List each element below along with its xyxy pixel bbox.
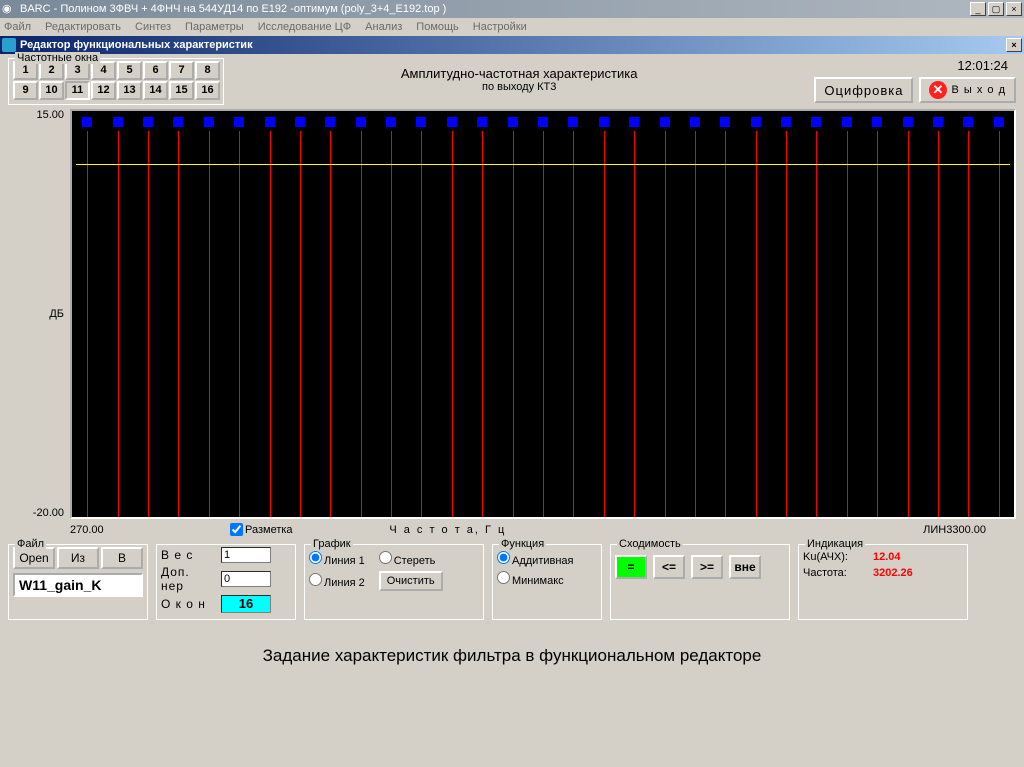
clock: 12:01:24 (957, 58, 1016, 73)
menu-help[interactable]: Помощь (416, 21, 459, 33)
weight-group: В е с Доп. нер О к о н16 (156, 544, 296, 620)
menubar: Файл Редактировать Синтез Параметры Иссл… (0, 18, 1024, 36)
func-group: Функция Аддитивная Минимакс (492, 544, 602, 620)
file-legend: Файл (15, 538, 46, 550)
ge-button[interactable]: >= (691, 555, 723, 579)
minimize-button[interactable]: _ (970, 2, 986, 16)
chart-subtitle: по выходу КТ3 (232, 81, 806, 93)
erase-radio[interactable]: Стереть (379, 551, 436, 567)
ind-group: Индикация Ku(АЧХ):12.04 Частота:3202.26 (798, 544, 968, 620)
menu-analysis[interactable]: Анализ (365, 21, 402, 33)
menu-research[interactable]: Исследование ЦФ (258, 21, 351, 33)
freq-value: 3202.26 (873, 567, 913, 579)
x-left: 270.00 (70, 524, 150, 536)
maximize-button[interactable]: ▢ (988, 2, 1004, 16)
inner-close-button[interactable]: × (1006, 38, 1022, 52)
iz-button[interactable]: Из (57, 547, 99, 569)
x-right: 3300.00 (946, 524, 1016, 536)
close-button[interactable]: × (1006, 2, 1022, 16)
freq-btn-16[interactable]: 16 (195, 81, 220, 100)
graph-group: График Линия 1 Стереть Линия 2 Очистить (304, 544, 484, 620)
menu-synth[interactable]: Синтез (135, 21, 171, 33)
open-button[interactable]: Open (13, 547, 55, 569)
exit-button[interactable]: ✕ В ы х о д (919, 77, 1016, 103)
freq-btn-12[interactable]: 12 (91, 81, 116, 100)
ku-label: Ku(АЧХ): (803, 551, 873, 563)
freq-btn-5[interactable]: 5 (117, 61, 142, 80)
y-bottom: -20.00 (33, 507, 64, 519)
freq-btn-15[interactable]: 15 (169, 81, 194, 100)
out-button[interactable]: вне (729, 555, 761, 579)
page-caption: Задание характеристик фильтра в функцион… (0, 646, 1024, 666)
additive-radio[interactable]: Аддитивная (497, 551, 574, 567)
inner-titlebar: Редактор функциональных характеристик × (0, 36, 1024, 54)
line1-radio[interactable]: Линия 1 (309, 551, 365, 567)
ku-value: 12.04 (873, 551, 901, 563)
freq-btn-9[interactable]: 9 (13, 81, 38, 100)
freq-btn-11[interactable]: 11 (65, 81, 90, 100)
markup-checkbox[interactable]: Разметка (230, 523, 293, 536)
line2-radio[interactable]: Линия 2 (309, 573, 365, 589)
freq-btn-8[interactable]: 8 (195, 61, 220, 80)
le-button[interactable]: <= (653, 555, 685, 579)
menu-edit[interactable]: Редактировать (45, 21, 121, 33)
chart-canvas (70, 109, 1016, 519)
freq-label: Частота: (803, 567, 873, 579)
freq-windows-group: Частотные окна 12345678910111213141516 (8, 58, 224, 105)
freq-legend: Частотные окна (15, 52, 100, 64)
app-title: BARC - Полином 3ФВЧ + 4ФНЧ на 544УД14 по… (20, 3, 446, 15)
freq-btn-10[interactable]: 10 (39, 81, 64, 100)
menu-params[interactable]: Параметры (185, 21, 244, 33)
y-label: ДБ (49, 121, 64, 507)
digitize-button[interactable]: Оцифровка (814, 77, 913, 103)
conv-group: Сходимость = <= >= вне (610, 544, 790, 620)
y-top: 15.00 (36, 109, 64, 121)
chart-header: Амплитудно-частотная характеристика по в… (232, 58, 806, 93)
clear-button[interactable]: Очистить (379, 571, 443, 591)
freq-btn-14[interactable]: 14 (143, 81, 168, 100)
x-label: Ч а с т о т а, Г ц (293, 524, 604, 536)
chart-title: Амплитудно-частотная характеристика (232, 66, 806, 81)
freq-btn-6[interactable]: 6 (143, 61, 168, 80)
lin-label: ЛИН (923, 524, 946, 536)
ves-input[interactable] (221, 547, 271, 563)
menu-settings[interactable]: Настройки (473, 21, 527, 33)
file-input[interactable] (13, 573, 143, 597)
freq-btn-13[interactable]: 13 (117, 81, 142, 100)
outer-titlebar: ◉ BARC - Полином 3ФВЧ + 4ФНЧ на 544УД14 … (0, 0, 1024, 18)
menu-file[interactable]: Файл (4, 21, 31, 33)
eq-button[interactable]: = (615, 555, 647, 579)
exit-icon: ✕ (929, 81, 947, 99)
app-icon: ◉ (2, 2, 16, 16)
file-group: Файл Open Из В (8, 544, 148, 620)
editor-icon (2, 38, 16, 52)
minimax-radio[interactable]: Минимакс (497, 571, 564, 587)
freq-btn-7[interactable]: 7 (169, 61, 194, 80)
y-axis: 15.00 ДБ -20.00 (8, 109, 70, 519)
v-button[interactable]: В (101, 547, 143, 569)
okon-value: 16 (221, 595, 271, 613)
inner-title: Редактор функциональных характеристик (20, 39, 253, 51)
dop-input[interactable] (221, 571, 271, 587)
